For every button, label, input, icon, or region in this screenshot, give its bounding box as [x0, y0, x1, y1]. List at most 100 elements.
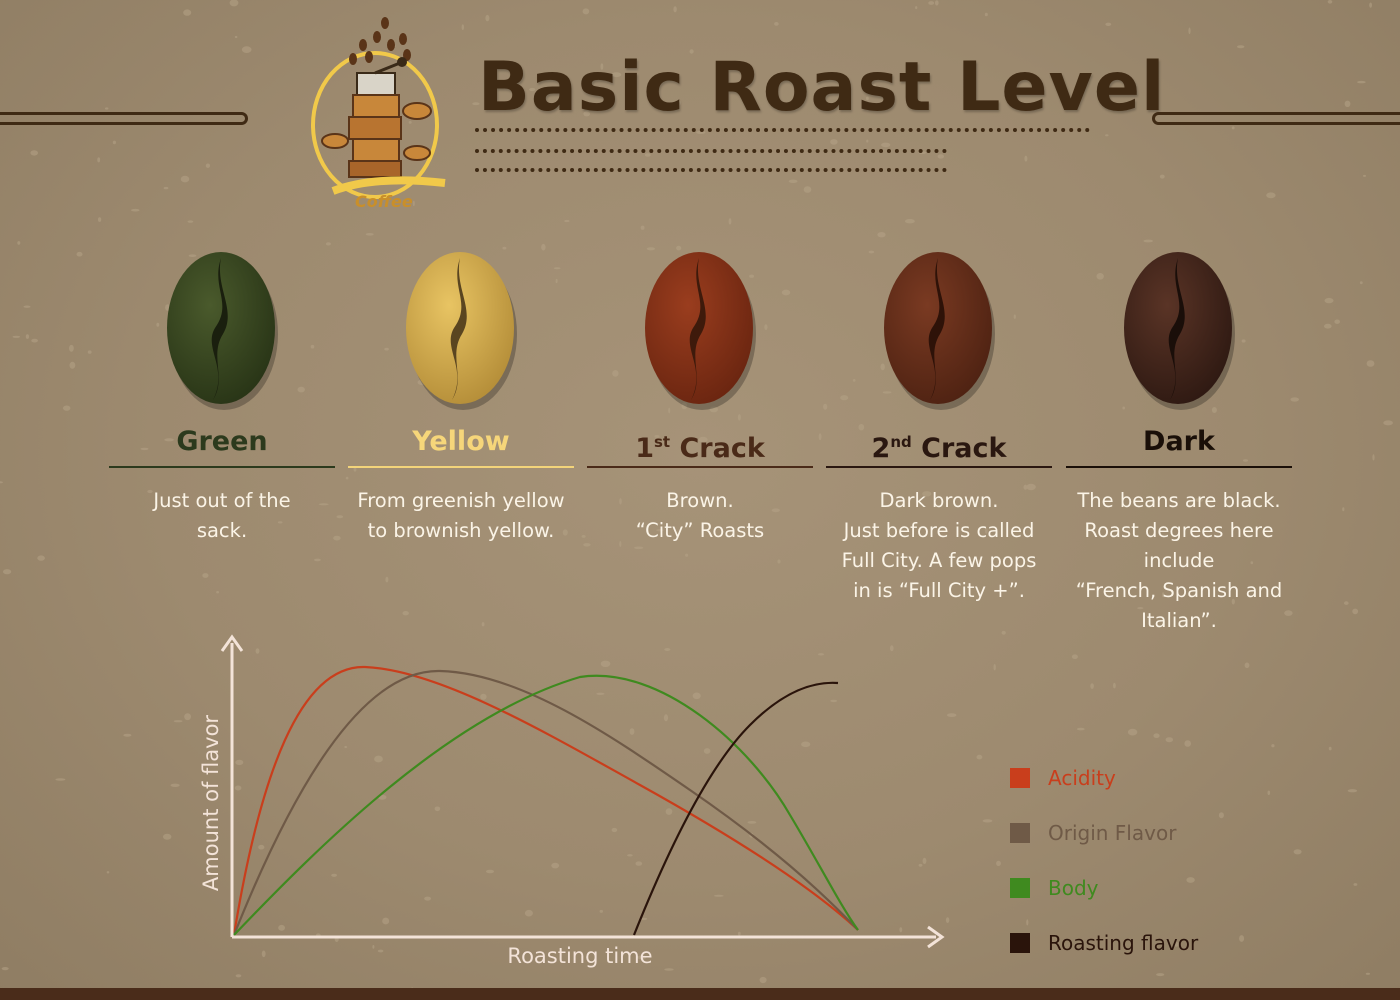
speckle	[583, 543, 591, 547]
speckle	[325, 242, 331, 246]
speckle	[310, 344, 315, 349]
decorative-rail-left	[0, 112, 248, 125]
speckle	[69, 361, 76, 369]
speckle	[30, 150, 38, 156]
stage-description: Dark brown. Just before is called Full Cit…	[826, 486, 1052, 606]
stage-name: 2nd Crack	[826, 422, 1052, 464]
speckle	[374, 755, 383, 763]
stage-description-line: sack.	[196, 519, 248, 542]
speckle	[216, 591, 220, 594]
speckle	[31, 338, 38, 343]
speckle	[747, 821, 757, 824]
speckle	[600, 63, 604, 70]
speckle	[629, 728, 635, 735]
coffee-bean-icon	[167, 252, 278, 410]
speckle	[1271, 744, 1275, 748]
speckle	[173, 720, 183, 723]
stage-description-line: Roast degrees here	[1084, 519, 1274, 542]
speckle	[1244, 662, 1250, 669]
speckle	[1026, 483, 1036, 491]
speckle	[278, 924, 285, 931]
stage-description: Brown. “City” Roasts	[587, 486, 813, 546]
title-divider	[475, 168, 947, 172]
speckle	[1096, 273, 1104, 280]
speckle	[25, 334, 29, 339]
speckle	[372, 945, 375, 949]
speckle	[170, 783, 180, 787]
speckle	[1071, 654, 1078, 659]
speckle	[880, 363, 885, 371]
legend-label: Roasting flavor	[1048, 930, 1199, 955]
speckle	[62, 405, 71, 411]
speckle	[665, 808, 673, 815]
speckle	[106, 871, 110, 874]
speckle	[97, 157, 101, 163]
speckle	[1218, 812, 1224, 819]
series-line-body	[233, 674, 859, 936]
speckle	[1383, 420, 1393, 426]
speckle	[1173, 942, 1179, 947]
speckle	[890, 645, 894, 652]
speckle	[1231, 598, 1235, 605]
speckle	[1194, 498, 1204, 502]
speckle	[235, 759, 244, 766]
speckle	[663, 714, 669, 722]
stage-description-line: “City” Roasts	[635, 519, 765, 542]
speckle	[1188, 27, 1191, 35]
speckle	[1023, 484, 1028, 490]
speckle	[98, 217, 102, 222]
speckle	[915, 6, 918, 10]
speckle	[384, 347, 389, 351]
stage-description-line: to brownish yellow.	[367, 519, 555, 542]
speckle	[163, 833, 172, 840]
coffee-bean-icon	[645, 252, 756, 410]
speckle	[377, 949, 384, 953]
stage-name-ordinal: st	[653, 433, 671, 451]
speckle	[689, 49, 694, 54]
speckle	[1365, 972, 1370, 975]
speckle	[1372, 454, 1375, 461]
speckle	[1090, 683, 1094, 689]
speckle	[664, 648, 671, 651]
speckle	[737, 414, 741, 421]
stage-name-text: Green	[176, 426, 268, 457]
speckle	[402, 611, 409, 616]
stage-divider	[826, 466, 1052, 468]
speckle	[183, 9, 192, 16]
series-line-origin-flavor	[232, 669, 859, 936]
stage-name: Dark	[1066, 422, 1292, 462]
speckle	[1342, 507, 1345, 512]
speckle	[318, 503, 329, 506]
stage-description-line: Just before is called	[843, 519, 1035, 542]
stage-name: 1st Crack	[587, 422, 813, 464]
speckle	[277, 521, 283, 524]
legend-swatch	[1010, 767, 1030, 788]
speckle	[1344, 601, 1349, 605]
speckle	[1290, 397, 1299, 402]
stage-description: The beans are black. Roast degrees here in…	[1066, 486, 1292, 636]
stage-name-suffix: Crack	[670, 433, 765, 464]
speckle	[131, 208, 140, 212]
speckle	[668, 407, 671, 414]
speckle	[685, 553, 689, 557]
speckle	[1184, 740, 1191, 747]
speckle	[1156, 973, 1165, 977]
speckle	[408, 121, 412, 124]
speckle	[644, 153, 651, 157]
coffee-bean-icon	[1124, 252, 1235, 410]
speckle	[858, 424, 865, 431]
stage-name-ordinal: nd	[890, 433, 912, 451]
speckle	[676, 245, 682, 251]
speckle	[634, 546, 644, 550]
speckle	[382, 917, 390, 925]
speckle	[333, 535, 341, 541]
speckle	[759, 976, 767, 984]
stage-name-text: 1	[635, 433, 654, 464]
speckle	[635, 861, 643, 866]
speckle	[140, 447, 149, 451]
speckle	[1026, 919, 1029, 926]
stage-description-line: in is “Full City +”.	[853, 579, 1025, 602]
speckle	[87, 350, 92, 354]
speckle	[1186, 877, 1195, 883]
series-line-acidity	[232, 665, 859, 936]
